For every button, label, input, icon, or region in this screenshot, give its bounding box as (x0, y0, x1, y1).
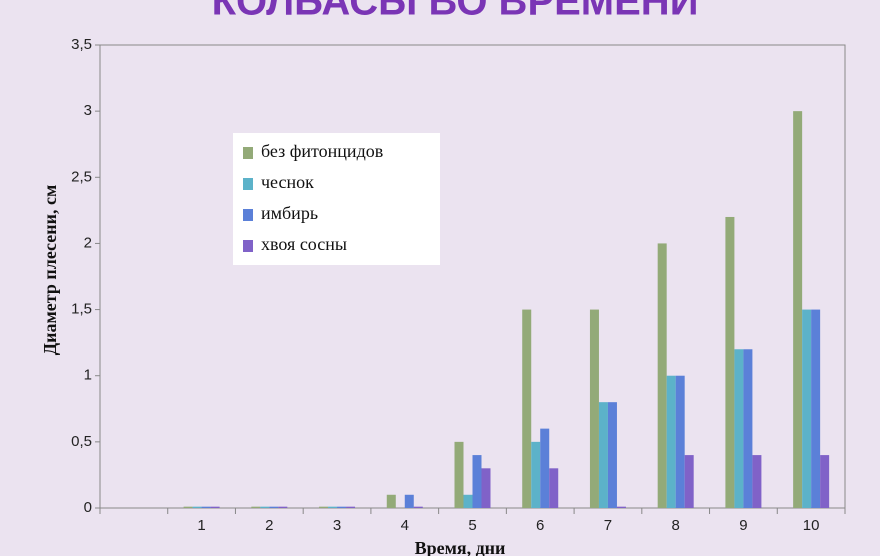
bar (725, 216, 735, 508)
y-tick-label: 1 (84, 367, 92, 384)
bar (820, 455, 830, 508)
legend-swatch (243, 178, 253, 190)
y-tick-label: 0 (84, 499, 92, 516)
bar (210, 506, 220, 508)
bar (811, 309, 821, 508)
legend-swatch (243, 147, 253, 159)
bar (522, 309, 532, 508)
bar (413, 506, 423, 508)
bar (386, 494, 396, 508)
bar (752, 455, 762, 508)
bar (666, 375, 676, 508)
bar (793, 111, 803, 509)
bar (337, 506, 347, 508)
x-tick-label: 2 (265, 517, 273, 534)
bar (319, 506, 329, 508)
bar (269, 506, 279, 508)
bar (472, 455, 482, 508)
bar (598, 402, 608, 508)
x-tick-label: 10 (803, 517, 820, 534)
bar (454, 441, 464, 508)
x-tick-label: 8 (672, 517, 680, 534)
x-tick-label: 6 (536, 517, 544, 534)
bar (328, 506, 338, 508)
bar (684, 455, 694, 508)
bar (657, 243, 667, 508)
legend-label: без фитонцидов (261, 141, 383, 161)
legend-label: чеснок (261, 172, 314, 192)
bar (734, 349, 744, 508)
y-tick-label: 3,5 (71, 36, 92, 53)
bar (404, 494, 414, 508)
bar (549, 468, 559, 508)
bar (616, 506, 626, 508)
chart-title: КОЛБАСЫ ВО ВРЕМЕНИ (212, 0, 699, 24)
legend-box (233, 133, 440, 265)
bar (278, 506, 288, 508)
bar (463, 494, 473, 508)
bar (183, 506, 193, 508)
x-axis-label: Время, дни (415, 538, 506, 556)
bar (531, 441, 541, 508)
bar (201, 506, 211, 508)
y-axis-label: Диаметр плесени, см (40, 185, 60, 355)
bar (192, 506, 202, 508)
legend-label: хвоя сосны (261, 234, 347, 254)
x-tick-label: 3 (333, 517, 341, 534)
bar (251, 506, 261, 508)
y-tick-label: 3 (84, 102, 92, 119)
legend-label: имбирь (261, 203, 318, 223)
x-tick-label: 1 (197, 517, 205, 534)
legend-swatch (243, 209, 253, 221)
y-tick-label: 0,5 (71, 433, 92, 450)
bar (743, 349, 753, 508)
x-tick-label: 9 (739, 517, 747, 534)
x-tick-label: 5 (468, 517, 476, 534)
bar (346, 506, 356, 508)
legend-swatch (243, 240, 253, 252)
bar (540, 428, 550, 508)
y-tick-label: 2,5 (71, 168, 92, 185)
bar (589, 309, 599, 508)
y-tick-label: 2 (84, 234, 92, 251)
bar (607, 402, 617, 508)
bar (675, 375, 685, 508)
x-tick-label: 4 (401, 517, 409, 534)
x-tick-label: 7 (604, 517, 612, 534)
bar (481, 468, 491, 508)
y-tick-label: 1,5 (71, 301, 92, 318)
bar (260, 506, 270, 508)
bar (802, 309, 812, 508)
